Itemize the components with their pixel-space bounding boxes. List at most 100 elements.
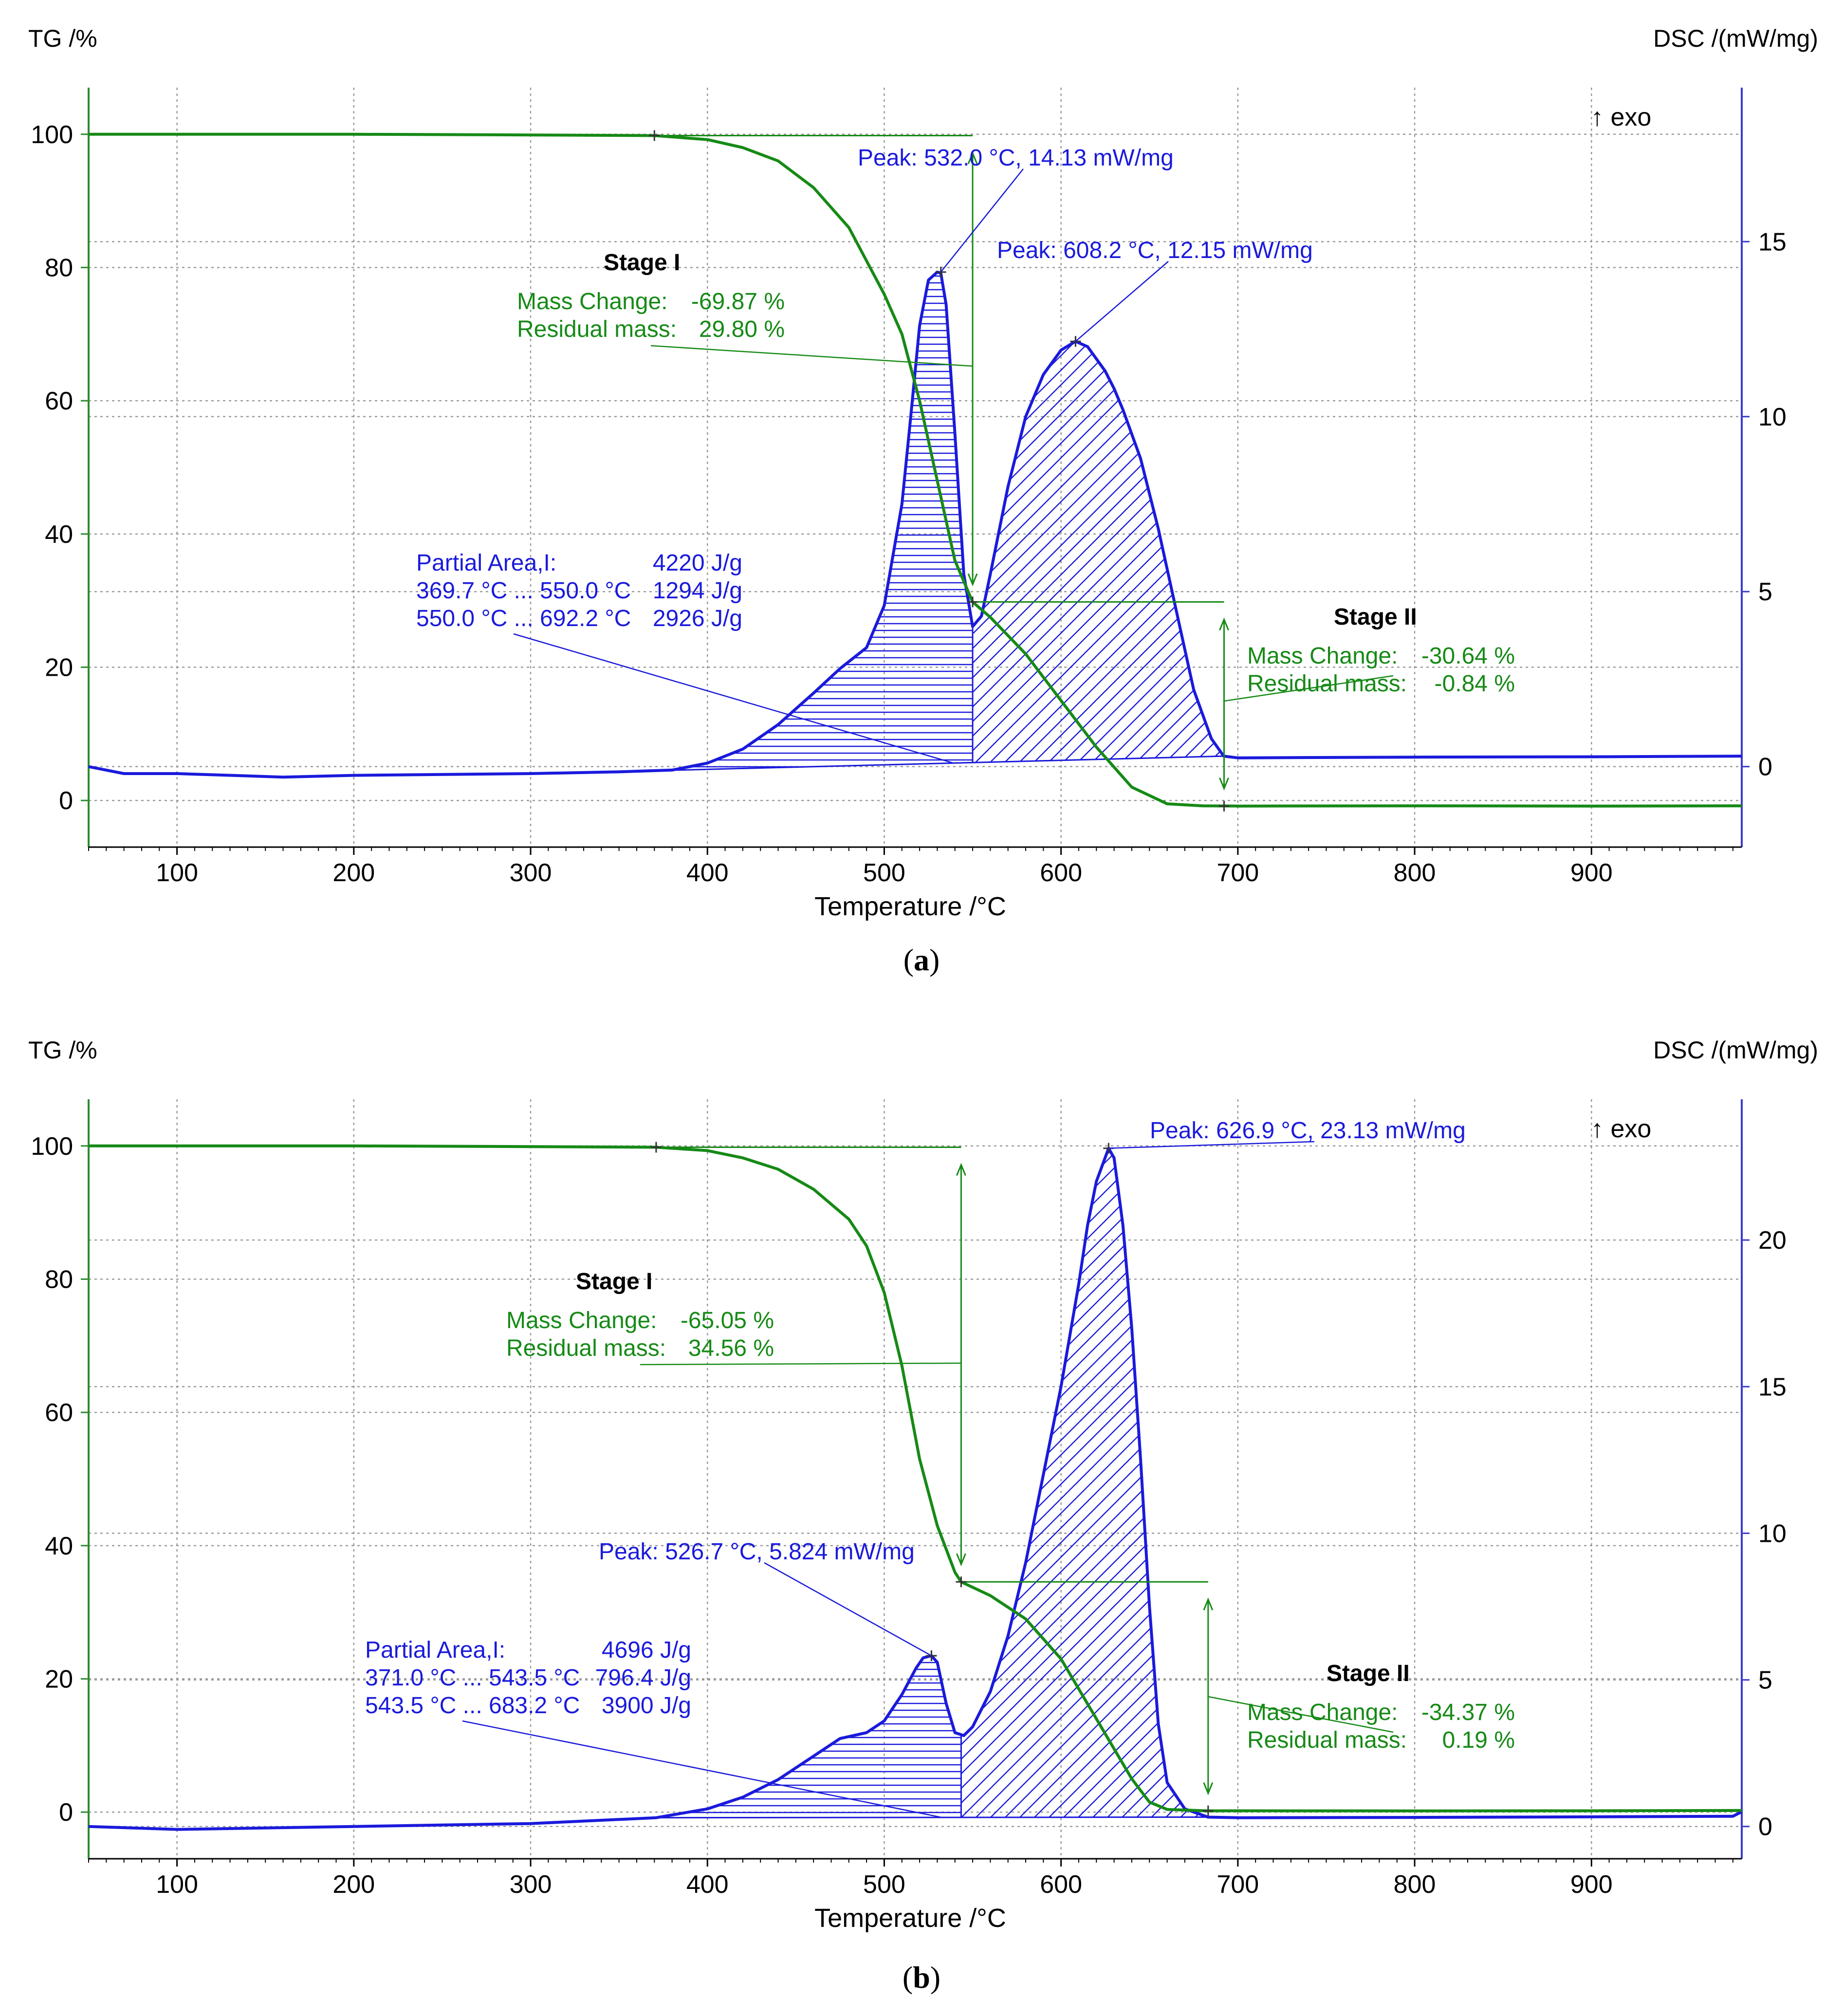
chart-panel-a: 100 200 300 400 500 600 700 800 900 0 20 40 60 80 100 0… — [0, 0, 1843, 954]
y-left-tick-label: 80 — [45, 1265, 73, 1294]
partial-area-total: 4220 J/g — [653, 550, 742, 576]
stage1-residual-label: Residual mass: — [506, 1335, 666, 1361]
tg-dsc-chart-a: 100 200 300 400 500 600 700 800 900 0 20 40 60 80 100 0… — [28, 25, 1818, 921]
x-tick-label: 700 — [1216, 859, 1259, 887]
stage1-leader — [650, 345, 973, 367]
partial-area-leader — [462, 1720, 942, 1818]
stage2-residual-value: -0.84 % — [1435, 671, 1515, 697]
stage2-mass-change-value: -34.37 % — [1421, 1700, 1515, 1725]
stage2-mass-change-label: Mass Change: — [1247, 1700, 1398, 1725]
stage2-mass-change-label: Mass Change: — [1247, 643, 1398, 669]
partial-area-value-1: 796.4 J/g — [595, 1665, 691, 1691]
stage1-residual-label: Residual mass: — [517, 316, 677, 342]
y-right-tick-label: 15 — [1758, 1373, 1787, 1401]
stage1-residual-value: 34.56 % — [688, 1335, 774, 1361]
partial-area-total: 4696 J/g — [602, 1637, 691, 1663]
peak-label: Peak: 526.7 °C, 5.824 mW/mg — [599, 1539, 915, 1565]
y-left-tick-label: 80 — [45, 254, 73, 282]
y-left-tick-label: 60 — [45, 387, 73, 415]
x-axis-title: Temperature /°C — [814, 892, 1006, 921]
y-left-tick-label: 40 — [45, 1532, 73, 1560]
y-right-axis-title: DSC /(mW/mg) — [1653, 1036, 1818, 1064]
stage1-mass-change-label: Mass Change: — [506, 1308, 657, 1333]
partial-area-value-2: 3900 J/g — [602, 1693, 691, 1719]
x-tick-label: 500 — [863, 1870, 905, 1899]
x-tick-label: 800 — [1394, 1870, 1436, 1899]
x-tick-label: 100 — [156, 859, 198, 887]
stage2-mass-arrow-head-top — [1219, 617, 1229, 630]
partial-area-value-1: 1294 J/g — [653, 578, 742, 604]
y-left-tick-label: 0 — [59, 1798, 73, 1827]
y-right-tick-label: 5 — [1758, 1666, 1772, 1695]
x-tick-label: 300 — [510, 859, 552, 887]
y-right-tick-label: 5 — [1758, 578, 1772, 606]
stage1-title: Stage I — [604, 250, 680, 276]
partial-area-range-2: 550.0 °C ... 692.2 °C — [416, 606, 631, 631]
y-left-axis-title: TG /% — [28, 25, 97, 52]
stage2-leader — [1208, 1696, 1394, 1733]
partial-area-range-1: 369.7 °C ... 550.0 °C — [416, 578, 631, 604]
y-left-tick-label: 40 — [45, 520, 73, 549]
partial-area-label: Partial Area,I: — [416, 550, 556, 576]
partial-area-range-2: 543.5 °C ... 683.2 °C — [365, 1693, 580, 1719]
partial-area-leader — [513, 633, 954, 764]
x-tick-label: 500 — [863, 859, 905, 887]
x-tick-label: 600 — [1040, 1870, 1082, 1899]
x-tick-label: 700 — [1216, 1870, 1259, 1899]
y-right-axis-title: DSC /(mW/mg) — [1653, 25, 1818, 52]
y-right-tick-label: 10 — [1758, 403, 1787, 431]
stage2-residual-value: 0.19 % — [1442, 1727, 1515, 1753]
x-tick-label: 800 — [1394, 859, 1436, 887]
y-left-tick-label: 0 — [59, 787, 73, 815]
stage1-mass-change-value: -69.87 % — [691, 289, 785, 314]
x-tick-label: 300 — [510, 1870, 552, 1899]
stage1-leader — [640, 1362, 961, 1366]
dsc-curve — [88, 270, 1742, 779]
y-left-tick-label: 100 — [31, 121, 73, 149]
x-tick-label: 900 — [1570, 1870, 1613, 1899]
partial-area-value-2: 2926 J/g — [653, 606, 742, 631]
chart-panel-b: 100 200 300 400 500 600 700 800 900 0 20 40 60 80 100 0… — [0, 1012, 1843, 1966]
stage2-leader — [1224, 675, 1394, 702]
y-left-tick-label: 20 — [45, 1665, 73, 1694]
caption-b: (b) — [902, 1960, 941, 1995]
peak-leader — [940, 168, 1024, 273]
stage1-mass-arrow-head-bottom — [956, 1553, 966, 1567]
stage1-mass-arrow-head-bottom — [967, 573, 978, 587]
partial-area-2-hatch — [973, 341, 1224, 763]
peak-leader — [1108, 1141, 1315, 1149]
partial-area-range-1: 371.0 °C ... 543.5 °C — [365, 1665, 580, 1691]
dsc-curve — [88, 1147, 1743, 1831]
y-right-tick-label: 0 — [1758, 753, 1772, 781]
stage2-mass-arrow-head-top — [1203, 1597, 1214, 1610]
stage2-mass-change-value: -30.64 % — [1421, 643, 1515, 669]
dsc-baseline — [654, 755, 1224, 772]
tg-curve — [89, 1144, 1742, 1813]
x-tick-label: 400 — [686, 859, 729, 887]
partial-area-2-hatch — [961, 1148, 1208, 1817]
stage1-mass-change-label: Mass Change: — [517, 289, 668, 314]
peak-label: Peak: 532.0 °C, 14.13 mW/mg — [858, 145, 1174, 171]
stage2-mass-arrow-head-bottom — [1219, 777, 1229, 791]
y-left-axis-title: TG /% — [28, 1036, 97, 1064]
y-left-tick-label: 60 — [45, 1399, 73, 1427]
caption-a: (a) — [903, 943, 940, 977]
tg-curve — [89, 132, 1742, 808]
y-left-tick-label: 20 — [45, 654, 73, 682]
stage1-mass-change-value: -65.05 % — [681, 1308, 774, 1333]
stage2-residual-label: Residual mass: — [1247, 1727, 1407, 1753]
stage1-title: Stage I — [576, 1269, 652, 1295]
partial-area-1-hatch — [654, 272, 973, 771]
stage1-residual-value: 29.80 % — [699, 316, 785, 342]
x-tick-label: 600 — [1040, 859, 1082, 887]
stage2-title: Stage II — [1327, 1661, 1410, 1686]
exo-indicator: ↑ exo — [1591, 103, 1651, 131]
partial-area-1-hatch — [656, 1656, 961, 1818]
x-axis-title: Temperature /°C — [814, 1904, 1006, 1933]
y-right-tick-label: 0 — [1758, 1813, 1772, 1841]
y-right-tick-label: 15 — [1758, 228, 1787, 256]
stage2-mass-arrow-head-bottom — [1203, 1782, 1214, 1795]
partial-area-label: Partial Area,I: — [365, 1637, 505, 1663]
tg-dsc-chart-b: 100 200 300 400 500 600 700 800 9000204060801000… — [28, 1036, 1818, 1933]
peak-label: Peak: 608.2 °C, 12.15 mW/mg — [997, 238, 1313, 263]
